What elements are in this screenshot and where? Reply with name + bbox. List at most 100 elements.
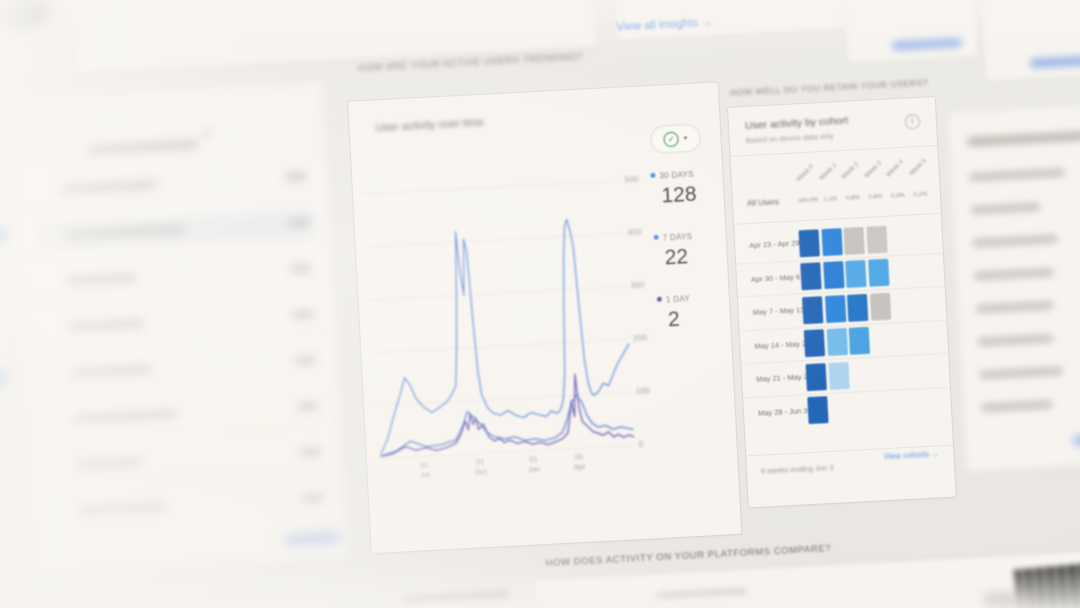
blurred-card-title	[86, 139, 199, 155]
legend-item: 7 DAYS 22	[653, 232, 700, 271]
heatmap-cell	[805, 362, 827, 391]
heatmap-cell	[827, 361, 850, 390]
cohort-retention-card: User activity by cohort Based on device …	[727, 97, 956, 508]
cohort-row-label: May 21 - May 27	[756, 371, 813, 384]
blurred-row-value	[299, 447, 322, 457]
blurred-row-value	[284, 172, 308, 182]
gridline	[362, 180, 621, 195]
blurred-row-label	[65, 273, 137, 286]
blurred-row-label	[980, 400, 1054, 413]
blurred-footer-link[interactable]	[283, 532, 341, 545]
blurred-row-label	[968, 168, 1066, 182]
info-icon[interactable]: i	[904, 113, 921, 130]
week-header: Week 4	[884, 158, 905, 179]
blurred-row-label	[977, 334, 1054, 347]
blurred-row-label	[68, 318, 145, 332]
heatmap-cell	[824, 294, 846, 323]
gridline	[365, 233, 624, 248]
week-header: Week 5	[907, 157, 928, 178]
cohort-range-note: 6 weeks ending Jun 3	[760, 462, 834, 476]
left-list-card	[8, 81, 349, 575]
heatmap-cell	[801, 295, 824, 324]
week-column-headers: Week 0 Week 1 Week 2 Week 3 Week 4 Week 5	[728, 97, 935, 183]
y-tick-label: 0	[638, 438, 644, 450]
all-users-label: All Users	[746, 197, 780, 209]
x-tick-label: 01 Apr	[573, 451, 586, 472]
all-users-value: 1.1%	[823, 196, 838, 204]
heatmap-cell	[826, 328, 848, 357]
legend-item: 30 DAYS 128	[650, 170, 697, 209]
top-card-right-1	[837, 0, 978, 64]
week-header: Week 2	[840, 160, 860, 181]
week-header: Week 0	[795, 163, 816, 184]
legend-dot-icon	[653, 234, 659, 240]
chart-legend: 30 DAYS 128 7 DAYS 22 1 DAY 2	[650, 170, 703, 333]
heatmap-cell	[843, 226, 865, 255]
blurred-row-label	[979, 366, 1064, 380]
blurred-row-label	[61, 179, 158, 194]
y-axis-labels: 500 400 300 200 100 0	[348, 82, 717, 449]
heatmap-cell	[845, 259, 867, 288]
series-line-7-days	[380, 394, 634, 457]
y-tick-label: 100	[635, 385, 651, 397]
blurred-footer-link[interactable]	[891, 37, 963, 51]
insight-check-control[interactable]: ✓ ▾	[649, 123, 702, 154]
blurred-row-label	[75, 457, 142, 470]
heatmap-cell	[820, 227, 843, 256]
y-tick-label: 300	[629, 279, 645, 291]
heatmap-cell	[848, 326, 871, 355]
all-users-value: 0.4%	[868, 193, 883, 201]
section-header-retention: HOW WELL DO YOU RETAIN YOUR USERS?	[729, 77, 929, 98]
cohort-card-subtitle: Based on device data only	[745, 131, 834, 146]
gridline	[368, 285, 627, 301]
heatmap-cell	[869, 292, 891, 321]
activity-card-title: User activity over time	[375, 116, 484, 135]
top-card-right-2	[974, 0, 1080, 82]
all-users-value: 0.8%	[845, 195, 860, 202]
week-header: Week 3	[862, 159, 883, 180]
heatmap-cell	[867, 258, 890, 287]
cohort-heatmap: Apr 23 - Apr 29 Apr 30 - May 6 May 7 - May…	[728, 97, 950, 425]
view-cohorts-link[interactable]: View cohorts →	[883, 449, 940, 462]
arrow-right-icon: →	[700, 16, 713, 30]
cohort-card-title: User activity by cohort	[744, 114, 849, 133]
heatmap-cell	[822, 261, 845, 290]
blurred-row-label	[972, 234, 1059, 248]
cohort-row-label: May 7 - May 13	[752, 305, 805, 317]
blurred-row-value	[296, 401, 320, 411]
x-tick-label: 01 Jan	[527, 454, 541, 474]
gridline	[376, 444, 635, 460]
blurred-footer-link[interactable]	[1029, 54, 1080, 69]
legend-item: 1 DAY 2	[656, 294, 704, 333]
legend-label: 1 DAY	[665, 294, 691, 305]
all-users-value: 100.0%	[797, 197, 819, 205]
legend-value: 2	[667, 307, 681, 332]
series-line-30-days	[380, 218, 630, 455]
legend-dot-icon	[650, 172, 656, 179]
x-tick-label: 01 Jul	[419, 460, 430, 480]
blurred-row-value	[294, 355, 317, 365]
blue-app-icon[interactable]	[0, 365, 10, 392]
week-header: Week 1	[817, 162, 838, 183]
y-tick-label: 200	[632, 332, 648, 344]
blurred-row-value	[289, 263, 313, 274]
right-list-card	[947, 102, 1080, 472]
user-activity-card: User activity over time ✓ ▾ 500 400 300 200…	[348, 82, 742, 554]
x-axis-labels: 01 Jul 01 Oct 01 Jan 01 Apr	[348, 82, 717, 480]
y-tick-label: 500	[624, 173, 640, 185]
legend-dot-icon	[656, 296, 663, 302]
blue-app-icon[interactable]	[0, 224, 9, 246]
blurred-row-value	[287, 217, 310, 228]
blurred-card-title	[655, 587, 748, 601]
all-users-value: 0.3%	[890, 192, 905, 200]
legend-label: 30 DAYS	[659, 169, 695, 181]
blurred-row-label	[73, 409, 178, 424]
active-users-line-chart	[362, 180, 635, 460]
blurred-footer-link[interactable]	[1072, 433, 1080, 446]
blurred-row-label	[970, 202, 1041, 215]
blurred-row-list	[948, 102, 1080, 413]
heatmap-cell	[803, 329, 826, 358]
blurred-row-label	[973, 268, 1055, 281]
